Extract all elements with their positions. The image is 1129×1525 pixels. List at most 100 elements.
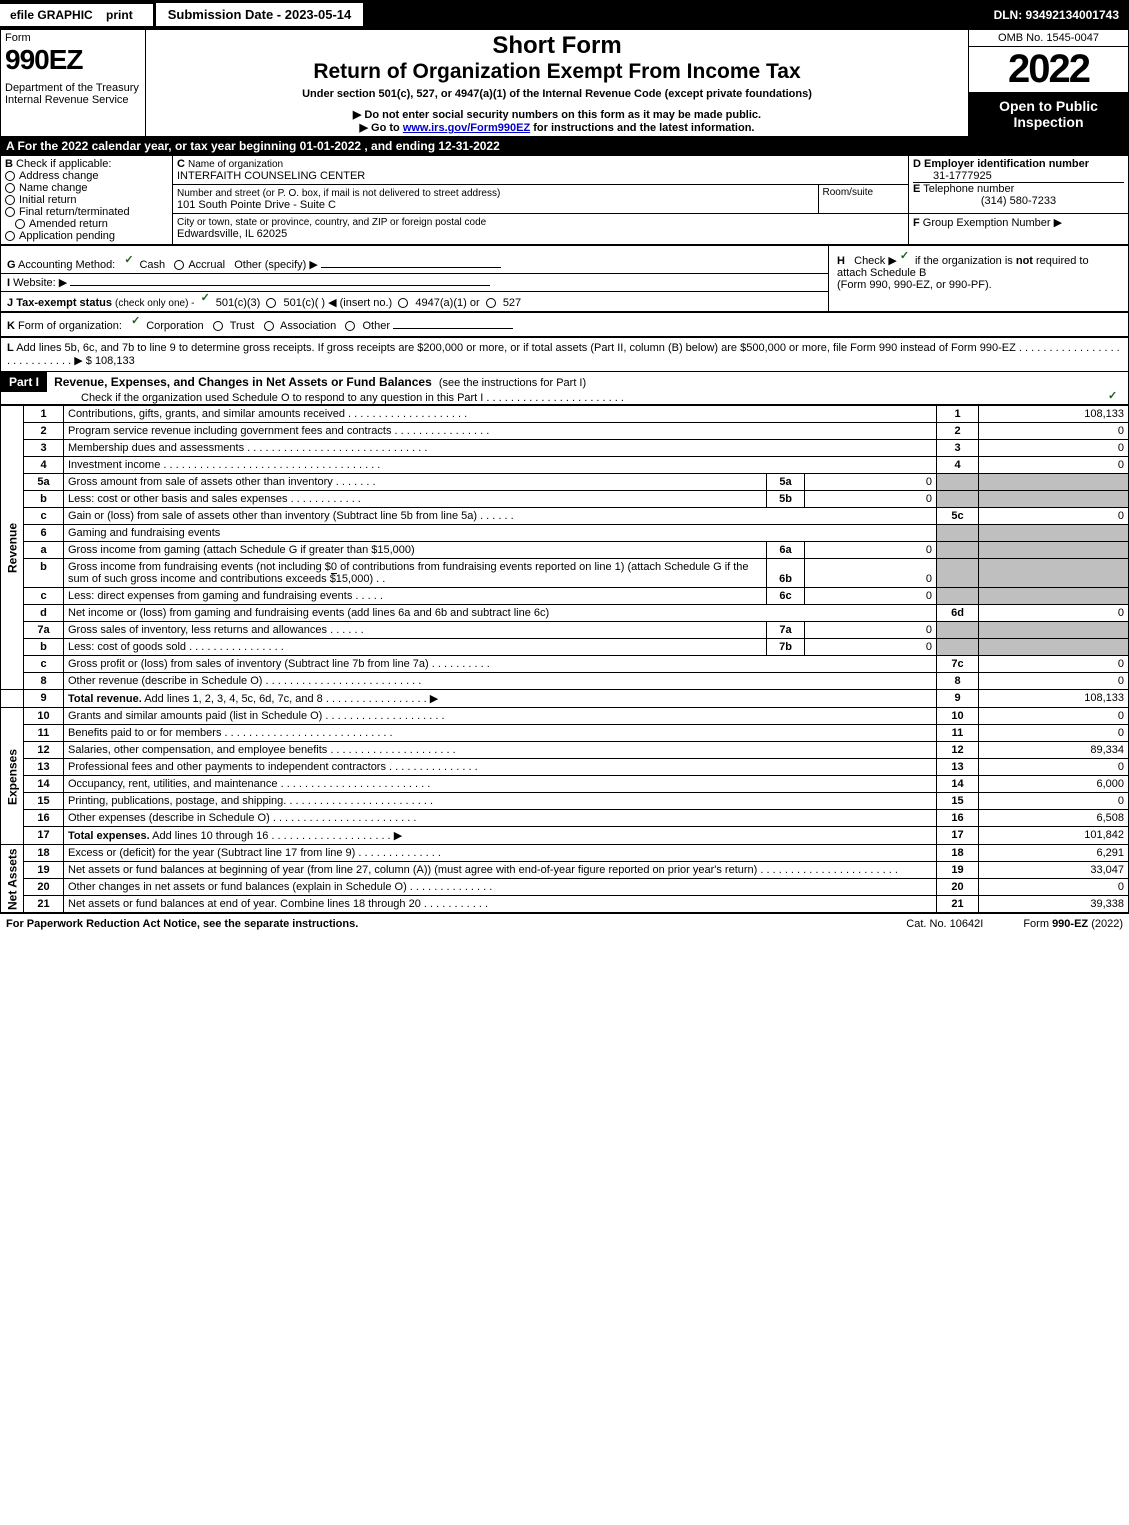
l6c-num: c (24, 588, 64, 605)
l6b-sa: 0 (805, 559, 937, 588)
i-text: Website: ▶ (13, 277, 67, 289)
l7a-num: 7a (24, 622, 64, 639)
501c-checkbox[interactable] (266, 298, 276, 308)
other-org-input[interactable] (393, 328, 513, 329)
l12-code: 12 (937, 742, 979, 759)
l6a-grey2 (979, 542, 1129, 559)
l4-amt: 0 (979, 457, 1129, 474)
corp-checkbox[interactable] (131, 317, 143, 329)
4947-checkbox[interactable] (398, 298, 408, 308)
b-item-2: Initial return (19, 194, 76, 206)
l2-code: 2 (937, 423, 979, 440)
print-link[interactable]: print (96, 4, 143, 26)
l10-amt: 0 (979, 708, 1129, 725)
form-header-table: Form 990EZ Department of the Treasury In… (0, 29, 1129, 137)
cash-checkbox[interactable] (124, 256, 136, 268)
l21-desc: Net assets or fund balances at end of ye… (64, 896, 937, 913)
g-text: Accounting Method: (18, 259, 115, 271)
l6a-num: a (24, 542, 64, 559)
k-o2: Trust (230, 320, 255, 332)
k-text: Form of organization: (18, 320, 122, 332)
j-sub: (check only one) - (115, 298, 194, 309)
org-name: INTERFAITH COUNSELING CENTER (177, 170, 365, 182)
l6b-d1: Gross income from fundraising events (no… (68, 561, 331, 573)
sections-ghij-table: G Accounting Method: Cash Accrual Other … (0, 245, 1129, 312)
l6b-sc: 6b (767, 559, 805, 588)
section-b: B Check if applicable: Address change Na… (1, 156, 173, 245)
section-c-name: C Name of organization INTERFAITH COUNSE… (173, 156, 909, 185)
accrual-checkbox[interactable] (174, 260, 184, 270)
part-i-title: Revenue, Expenses, and Changes in Net As… (50, 372, 436, 392)
l5b-sa: 0 (805, 491, 937, 508)
name-change-checkbox[interactable] (5, 183, 15, 193)
l5b-sc: 5b (767, 491, 805, 508)
amended-return-checkbox[interactable] (15, 219, 25, 229)
l5c-amt: 0 (979, 508, 1129, 525)
l20-desc: Other changes in net assets or fund bala… (64, 879, 937, 896)
l8-desc: Other revenue (describe in Schedule O) .… (64, 673, 937, 690)
527-checkbox[interactable] (486, 298, 496, 308)
l19-desc: Net assets or fund balances at beginning… (64, 862, 937, 879)
inst2-pre: ▶ Go to (360, 122, 403, 134)
l13-desc: Professional fees and other payments to … (64, 759, 937, 776)
l1-num: 1 (24, 406, 64, 423)
other-specify-input[interactable] (321, 267, 501, 268)
l10-num: 10 (24, 708, 64, 725)
l8-num: 8 (24, 673, 64, 690)
other-org-checkbox[interactable] (345, 321, 355, 331)
website-input[interactable] (70, 285, 490, 286)
l16-amt: 6,508 (979, 810, 1129, 827)
l19-amt: 33,047 (979, 862, 1129, 879)
l7c-amt: 0 (979, 656, 1129, 673)
final-return-checkbox[interactable] (5, 207, 15, 217)
l7c-code: 7c (937, 656, 979, 673)
assoc-checkbox[interactable] (264, 321, 274, 331)
l12-desc: Salaries, other compensation, and employ… (64, 742, 937, 759)
l17-arrow: ▶ (394, 830, 402, 842)
b-item-3: Final return/terminated (19, 206, 130, 218)
addr-change-checkbox[interactable] (5, 171, 15, 181)
501c3-checkbox[interactable] (201, 294, 213, 306)
header-mid: Short Form Return of Organization Exempt… (146, 30, 969, 107)
l7b-grey (937, 639, 979, 656)
addr-value: 101 South Pointe Drive - Suite C (177, 199, 336, 211)
inst2-post: for instructions and the latest informat… (530, 122, 754, 134)
main-title: Return of Organization Exempt From Incom… (150, 60, 964, 84)
l5c-desc: Gain or (loss) from sale of assets other… (64, 508, 937, 525)
l17-code: 17 (937, 827, 979, 845)
l9-arrow: ▶ (430, 693, 438, 705)
initial-return-checkbox[interactable] (5, 195, 15, 205)
graphic-text: GRAPHIC (37, 8, 92, 22)
l21-num: 21 (24, 896, 64, 913)
irs-link[interactable]: www.irs.gov/Form990EZ (403, 122, 530, 134)
app-pending-checkbox[interactable] (5, 231, 15, 241)
room-label: Room/suite (818, 185, 908, 213)
f-label: F (913, 217, 920, 229)
footer-pre: Form (1023, 918, 1052, 930)
l8-amt: 0 (979, 673, 1129, 690)
trust-checkbox[interactable] (213, 321, 223, 331)
l6b-grey2 (979, 559, 1129, 588)
ein-value: 31-1777925 (913, 170, 1124, 182)
l6b-grey (937, 559, 979, 588)
l6c-sc: 6c (767, 588, 805, 605)
dln-label: DLN: 93492134001743 (984, 4, 1129, 26)
l6d-num: d (24, 605, 64, 622)
section-h: H Check ▶ if the organization is not req… (829, 246, 1129, 312)
l20-code: 20 (937, 879, 979, 896)
l6c-sa: 0 (805, 588, 937, 605)
k-o3: Association (280, 320, 336, 332)
l17-num: 17 (24, 827, 64, 845)
l5a-sc: 5a (767, 474, 805, 491)
section-l: L Add lines 5b, 6c, and 7b to line 9 to … (1, 338, 1129, 372)
l2-amt: 0 (979, 423, 1129, 440)
h-text2: if the organization is (915, 255, 1016, 267)
revenue-vert-label: Revenue (1, 406, 24, 690)
l6b-desc: Gross income from fundraising events (no… (64, 559, 767, 588)
l5a-num: 5a (24, 474, 64, 491)
l6a-sa: 0 (805, 542, 937, 559)
schedule-o-checkbox[interactable] (1108, 392, 1120, 404)
efile-label: efile GRAPHIC print (0, 4, 153, 26)
h-checkbox[interactable] (900, 252, 912, 264)
f-arrow: ▶ (1054, 217, 1062, 229)
